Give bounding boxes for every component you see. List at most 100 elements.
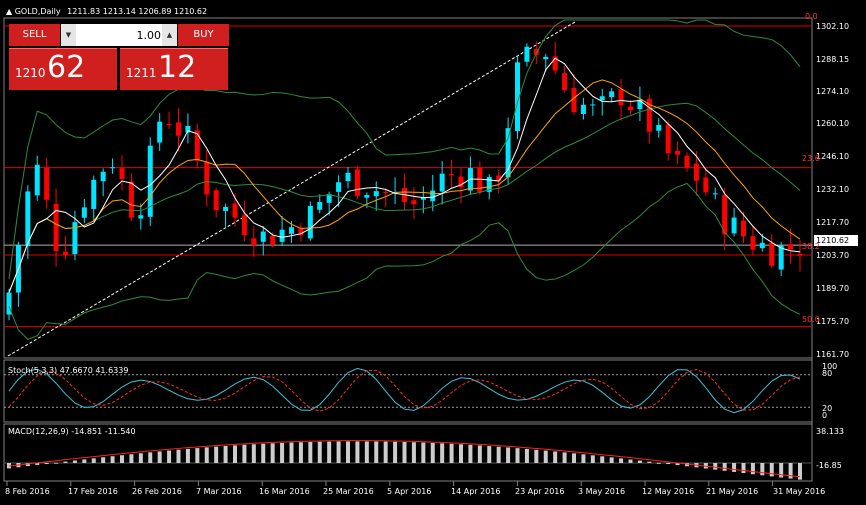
macd-histogram-bar <box>656 462 661 464</box>
macd-histogram-bar <box>327 441 332 463</box>
candle-body <box>797 254 803 256</box>
triangle-up-icon: ▲ <box>6 7 13 16</box>
candle-body <box>486 176 492 192</box>
macd-histogram-bar <box>195 448 200 463</box>
macd-histogram-bar <box>72 460 77 463</box>
macd-histogram-bar <box>44 463 49 464</box>
candle-body <box>147 145 153 217</box>
macd-histogram-bar <box>430 442 435 463</box>
candle-body <box>515 62 520 132</box>
lot-size-input[interactable] <box>77 24 161 46</box>
macd-histogram-bar <box>487 446 492 463</box>
macd-histogram-bar <box>346 441 350 463</box>
macd-histogram-bar <box>562 452 567 463</box>
date-tick: 21 May 2016 <box>706 487 759 496</box>
macd-histogram-bar <box>553 451 558 463</box>
candle-body <box>449 174 455 176</box>
candle-body <box>788 244 794 250</box>
macd-histogram-bar <box>798 463 802 480</box>
macd-histogram-bar <box>543 450 548 463</box>
macd-histogram-bar <box>63 461 68 463</box>
date-tick: 25 Mar 2016 <box>323 487 374 496</box>
macd-histogram-bar <box>440 443 445 463</box>
price-tick: 1203.70 <box>816 251 850 260</box>
macd-histogram-bar <box>459 444 463 463</box>
fib-label-23-6: 23.6 <box>802 154 820 163</box>
macd-histogram-bar <box>251 444 256 463</box>
macd-histogram-bar <box>383 441 388 463</box>
buy-quote[interactable]: 1211 12 <box>120 48 228 90</box>
macd-histogram-bar <box>176 449 181 463</box>
candle-body <box>128 181 134 218</box>
macd-histogram-bar <box>628 459 633 463</box>
sell-quote[interactable]: 1210 62 <box>9 48 117 90</box>
macd-histogram-bar <box>204 447 209 463</box>
candle-body <box>354 169 360 196</box>
candle-body <box>477 167 483 192</box>
macd-level-high: 38.133 <box>816 427 844 436</box>
candle-body <box>241 215 247 236</box>
candle-body <box>383 191 389 193</box>
macd-histogram-bar <box>732 463 737 472</box>
macd-histogram-bar <box>167 450 172 463</box>
candle-body <box>524 46 530 62</box>
macd-histogram-bar <box>609 457 614 463</box>
macd-histogram-bar <box>581 454 586 463</box>
candle-body <box>185 126 191 133</box>
candle-body <box>665 124 671 154</box>
candle-body <box>543 56 549 60</box>
candle-body <box>571 87 577 113</box>
candle-body <box>562 73 568 90</box>
price-tick: 1189.70 <box>816 284 850 293</box>
macd-histogram-bar <box>411 442 416 463</box>
candle-body <box>439 173 445 192</box>
macd-histogram-bar <box>233 445 237 463</box>
date-tick: 17 Feb 2016 <box>68 487 118 496</box>
candle-body <box>204 161 210 195</box>
bollinger-lower <box>8 182 801 340</box>
candle-body <box>552 56 558 71</box>
sell-button[interactable]: SELL <box>9 24 60 46</box>
candle-body <box>458 176 464 188</box>
price-tick: 1246.10 <box>816 152 850 161</box>
price-tick: 1274.10 <box>816 87 850 96</box>
price-tick: 1175.70 <box>816 317 850 326</box>
candle-body <box>759 242 765 249</box>
macd-histogram-bar <box>157 451 162 463</box>
stoch-label: Stoch(5,3,3) 47.6670 41.6339 <box>8 366 129 375</box>
macd-histogram-bar <box>779 463 784 478</box>
buy-button[interactable]: BUY <box>178 24 229 46</box>
macd-histogram-bar <box>185 448 190 463</box>
candle-body <box>44 167 50 200</box>
stoch-signal-line <box>8 368 801 412</box>
candle-body <box>119 168 125 180</box>
macd-histogram-bar <box>750 463 755 475</box>
candle-body <box>289 227 294 234</box>
ma-fast-line <box>8 57 801 293</box>
candle-body <box>637 99 643 110</box>
macd-histogram-bar <box>534 449 539 463</box>
macd-histogram-bar <box>110 456 115 463</box>
price-tick: 1161.70 <box>816 350 850 359</box>
candle-body <box>251 238 257 246</box>
sell-price-pips: 62 <box>47 50 86 85</box>
candle-body <box>373 191 379 197</box>
stoch-main-line <box>8 367 801 414</box>
macd-histogram-bar <box>572 453 576 463</box>
date-tick: 23 Apr 2016 <box>515 487 565 496</box>
stoch-level-80: 80 <box>822 369 833 378</box>
lot-decrease-icon[interactable]: ▼ <box>61 24 76 46</box>
candle-body <box>176 122 181 136</box>
candle-body <box>703 177 709 193</box>
candle-body <box>260 231 266 242</box>
buy-price-prefix: 1211 <box>126 66 157 80</box>
current-price-marker: 1210.62 <box>814 235 858 246</box>
macd-histogram-bar <box>270 443 275 463</box>
bollinger-upper <box>8 19 801 279</box>
ohlc-values: 1211.83 1213.14 1206.89 1210.62 <box>67 7 208 16</box>
macd-histogram-bar <box>355 441 360 463</box>
lot-increase-icon[interactable]: ▲ <box>162 24 177 46</box>
ma-slow-line <box>8 79 801 293</box>
candle-body <box>420 197 426 200</box>
date-tick: 7 Mar 2016 <box>196 487 242 496</box>
